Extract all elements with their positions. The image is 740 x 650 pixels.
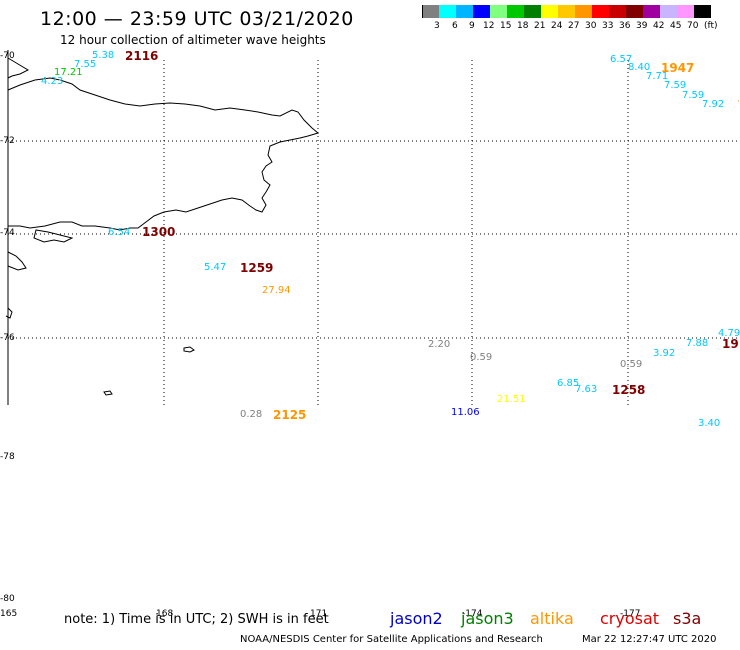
legend-label: 33	[602, 21, 614, 31]
credit-line: NOAA/NESDIS Center for Satellite Applica…	[240, 634, 543, 645]
wave-height-value: 0.59	[620, 359, 643, 370]
legend-swatch	[575, 5, 592, 18]
wave-height-value: 11.06	[451, 407, 480, 418]
lat-label: -72	[0, 136, 15, 146]
wave-height-value: 4.23	[41, 76, 64, 87]
ross-island-coast	[33, 229, 74, 243]
lat-label: -76	[0, 333, 15, 343]
satellite-label-cryosat: cryosat	[600, 609, 660, 628]
satellite-label-jason2: jason2	[390, 609, 443, 628]
generation-timestamp: Mar 22 12:27:47 UTC 2020	[582, 634, 717, 645]
lat-label: -74	[0, 228, 15, 238]
legend-swatch	[490, 5, 507, 18]
legend-label: 3	[434, 21, 440, 31]
wave-height-value: 2.20	[428, 339, 451, 350]
wave-height-value: 5.47	[204, 262, 227, 273]
pass-time-tag: 2116	[125, 49, 159, 63]
map-subtitle: 12 hour collection of altimeter wave hei…	[60, 33, 326, 47]
coastline	[5, 57, 320, 396]
legend-label: 39	[636, 21, 648, 31]
legend-swatch	[626, 5, 643, 18]
lat-label: -78	[0, 452, 15, 462]
legend-label: 30	[585, 21, 597, 31]
wave-height-value: 17.21	[54, 67, 83, 78]
wave-height-value: 7.59	[682, 90, 705, 101]
footer-note: note: 1) Time is in UTC; 2) SWH is in fe…	[64, 612, 329, 627]
legend-swatch	[660, 5, 677, 18]
legend-swatch	[524, 5, 541, 18]
legend-label: (ft)	[704, 21, 718, 31]
legend-swatch	[507, 5, 524, 18]
lon-label: -177	[620, 609, 641, 619]
wave-height-value: 6.57	[610, 54, 633, 65]
pass-time-tag: 19	[722, 337, 739, 351]
legend-label: 12	[483, 21, 495, 31]
legend-label: 18	[517, 21, 529, 31]
legend-swatch	[677, 5, 694, 18]
wave-height-value: 7.71	[646, 71, 669, 82]
pass-time-tag: 2125	[273, 408, 307, 422]
wave-height-value: 0.28	[240, 409, 263, 420]
wave-height-value: 8.40	[628, 62, 651, 73]
wave-height-value: 3.92	[653, 348, 676, 359]
legend-swatch	[439, 5, 456, 18]
legend-swatch	[541, 5, 558, 18]
legend-label: 9	[469, 21, 475, 31]
legend-label: 45	[670, 21, 682, 31]
legend-swatch	[694, 5, 711, 18]
legend-swatch	[558, 5, 575, 18]
wave-height-value: 6.85	[557, 378, 580, 389]
legend-label: 42	[653, 21, 665, 31]
roosevelt-island-mark: ·	[737, 97, 740, 107]
lat-label: -70	[0, 51, 15, 61]
wave-height-value: 0.59	[470, 352, 493, 363]
wave-height-value: 7.55	[74, 59, 97, 70]
lon-label: 165	[0, 609, 18, 619]
lon-label: 171	[310, 609, 328, 619]
wave-height-value: 7.92	[702, 99, 725, 110]
legend-label: 15	[500, 21, 512, 31]
wave-height-value: 6.54	[108, 227, 131, 238]
legend-swatch	[422, 5, 440, 18]
legend-swatch	[456, 5, 473, 18]
pass-time-tag: 1258	[612, 383, 646, 397]
wave-height-value: 7.59	[664, 80, 687, 91]
satellite-label-altika: altika	[530, 609, 574, 628]
satellite-label-s3a: s3a	[673, 609, 702, 628]
legend-swatch	[473, 5, 490, 18]
pass-time-tag: 1947	[661, 61, 695, 75]
legend-label: 6	[452, 21, 458, 31]
coast-segment-mid	[5, 307, 13, 319]
wave-height-value: 5.38	[92, 50, 115, 61]
small-island-1	[183, 346, 195, 353]
legend-swatch	[643, 5, 660, 18]
wave-height-value: 7.63	[575, 384, 598, 395]
wave-height-value: 3.40	[698, 418, 721, 429]
lat-label: -80	[0, 594, 15, 604]
victoria-land-coast	[7, 77, 320, 231]
pass-time-tag: 1300	[142, 225, 176, 239]
graticule	[8, 60, 740, 405]
coast-inlet	[7, 57, 30, 79]
legend-swatch	[592, 5, 609, 18]
lon-label: 168	[156, 609, 174, 619]
lon-label: -174	[462, 609, 483, 619]
pass-time-tag: 1259	[240, 261, 274, 275]
wave-height-value: 4.79	[718, 328, 740, 339]
satellite-label-jason3: jason3	[461, 609, 514, 628]
wave-height-value: 21.51	[497, 394, 526, 405]
legend-swatch	[609, 5, 626, 18]
legend-label: 27	[568, 21, 580, 31]
legend-label: 24	[551, 21, 563, 31]
map-title: 12:00 — 23:59 UTC 03/21/2020	[40, 8, 354, 30]
legend-label: 70	[687, 21, 699, 31]
wave-height-value: 7.88	[686, 338, 709, 349]
wave-height-value: 27.94	[262, 285, 291, 296]
small-island-2	[103, 390, 113, 396]
coast-segment-south	[7, 251, 27, 271]
legend-label: 21	[534, 21, 546, 31]
legend-label: 36	[619, 21, 631, 31]
